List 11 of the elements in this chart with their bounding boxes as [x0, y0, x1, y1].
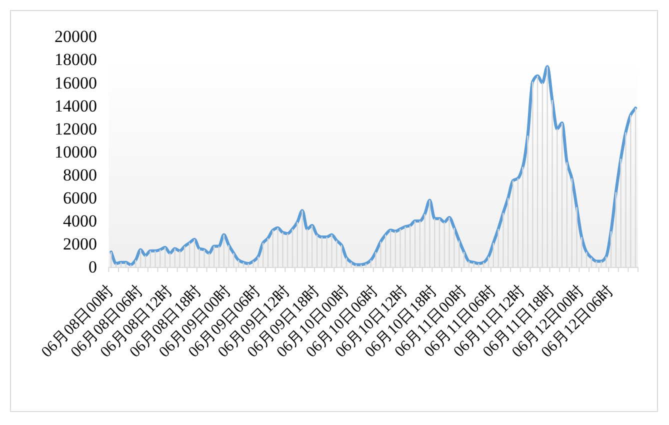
y-tick-label: 10000 [54, 142, 97, 162]
y-tick-label: 8000 [63, 165, 97, 184]
y-tick-label: 0 [88, 258, 97, 276]
y-tick-label: 16000 [54, 73, 97, 92]
y-tick-label: 4000 [63, 211, 97, 230]
y-tick-label: 6000 [63, 188, 97, 208]
y-tick-label: 14000 [54, 96, 97, 116]
y-tick-label: 12000 [54, 119, 97, 138]
y-tick-label: 2000 [63, 234, 97, 254]
y-tick-label: 20000 [54, 27, 97, 46]
y-tick-label: 18000 [54, 50, 97, 70]
